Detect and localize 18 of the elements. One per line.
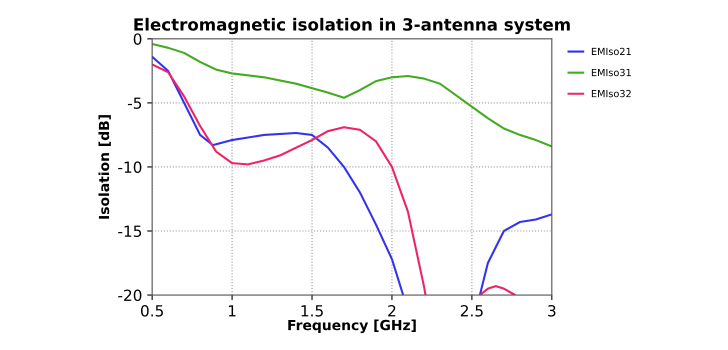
y-tick-label: 0 — [134, 33, 142, 45]
x-axis-title: Frequency [GHz] — [288, 320, 416, 334]
x-tick-label: 1.5 — [302, 305, 323, 317]
y-tick-label: -15 — [118, 226, 142, 238]
line-series — [152, 42, 552, 148]
y-tick-label: -20 — [118, 290, 142, 302]
legend-label: EMIso21 — [592, 48, 631, 56]
y-axis-title: Isolation [dB] — [98, 115, 111, 219]
legend-label: EMIso31 — [592, 68, 631, 76]
x-tick-label: 1 — [228, 305, 236, 316]
x-tick-label: 3 — [548, 305, 556, 317]
x-tick-label: 0.5 — [141, 305, 163, 317]
legend-label: EMIso32 — [592, 90, 631, 98]
y-tick-label: -5 — [128, 98, 142, 109]
y-tick-label: -10 — [118, 161, 142, 173]
chart-title: Electromagnetic isolation in 3-antenna system — [134, 18, 570, 34]
x-tick-label: 2.5 — [460, 305, 483, 317]
x-tick-label: 2 — [388, 305, 396, 316]
